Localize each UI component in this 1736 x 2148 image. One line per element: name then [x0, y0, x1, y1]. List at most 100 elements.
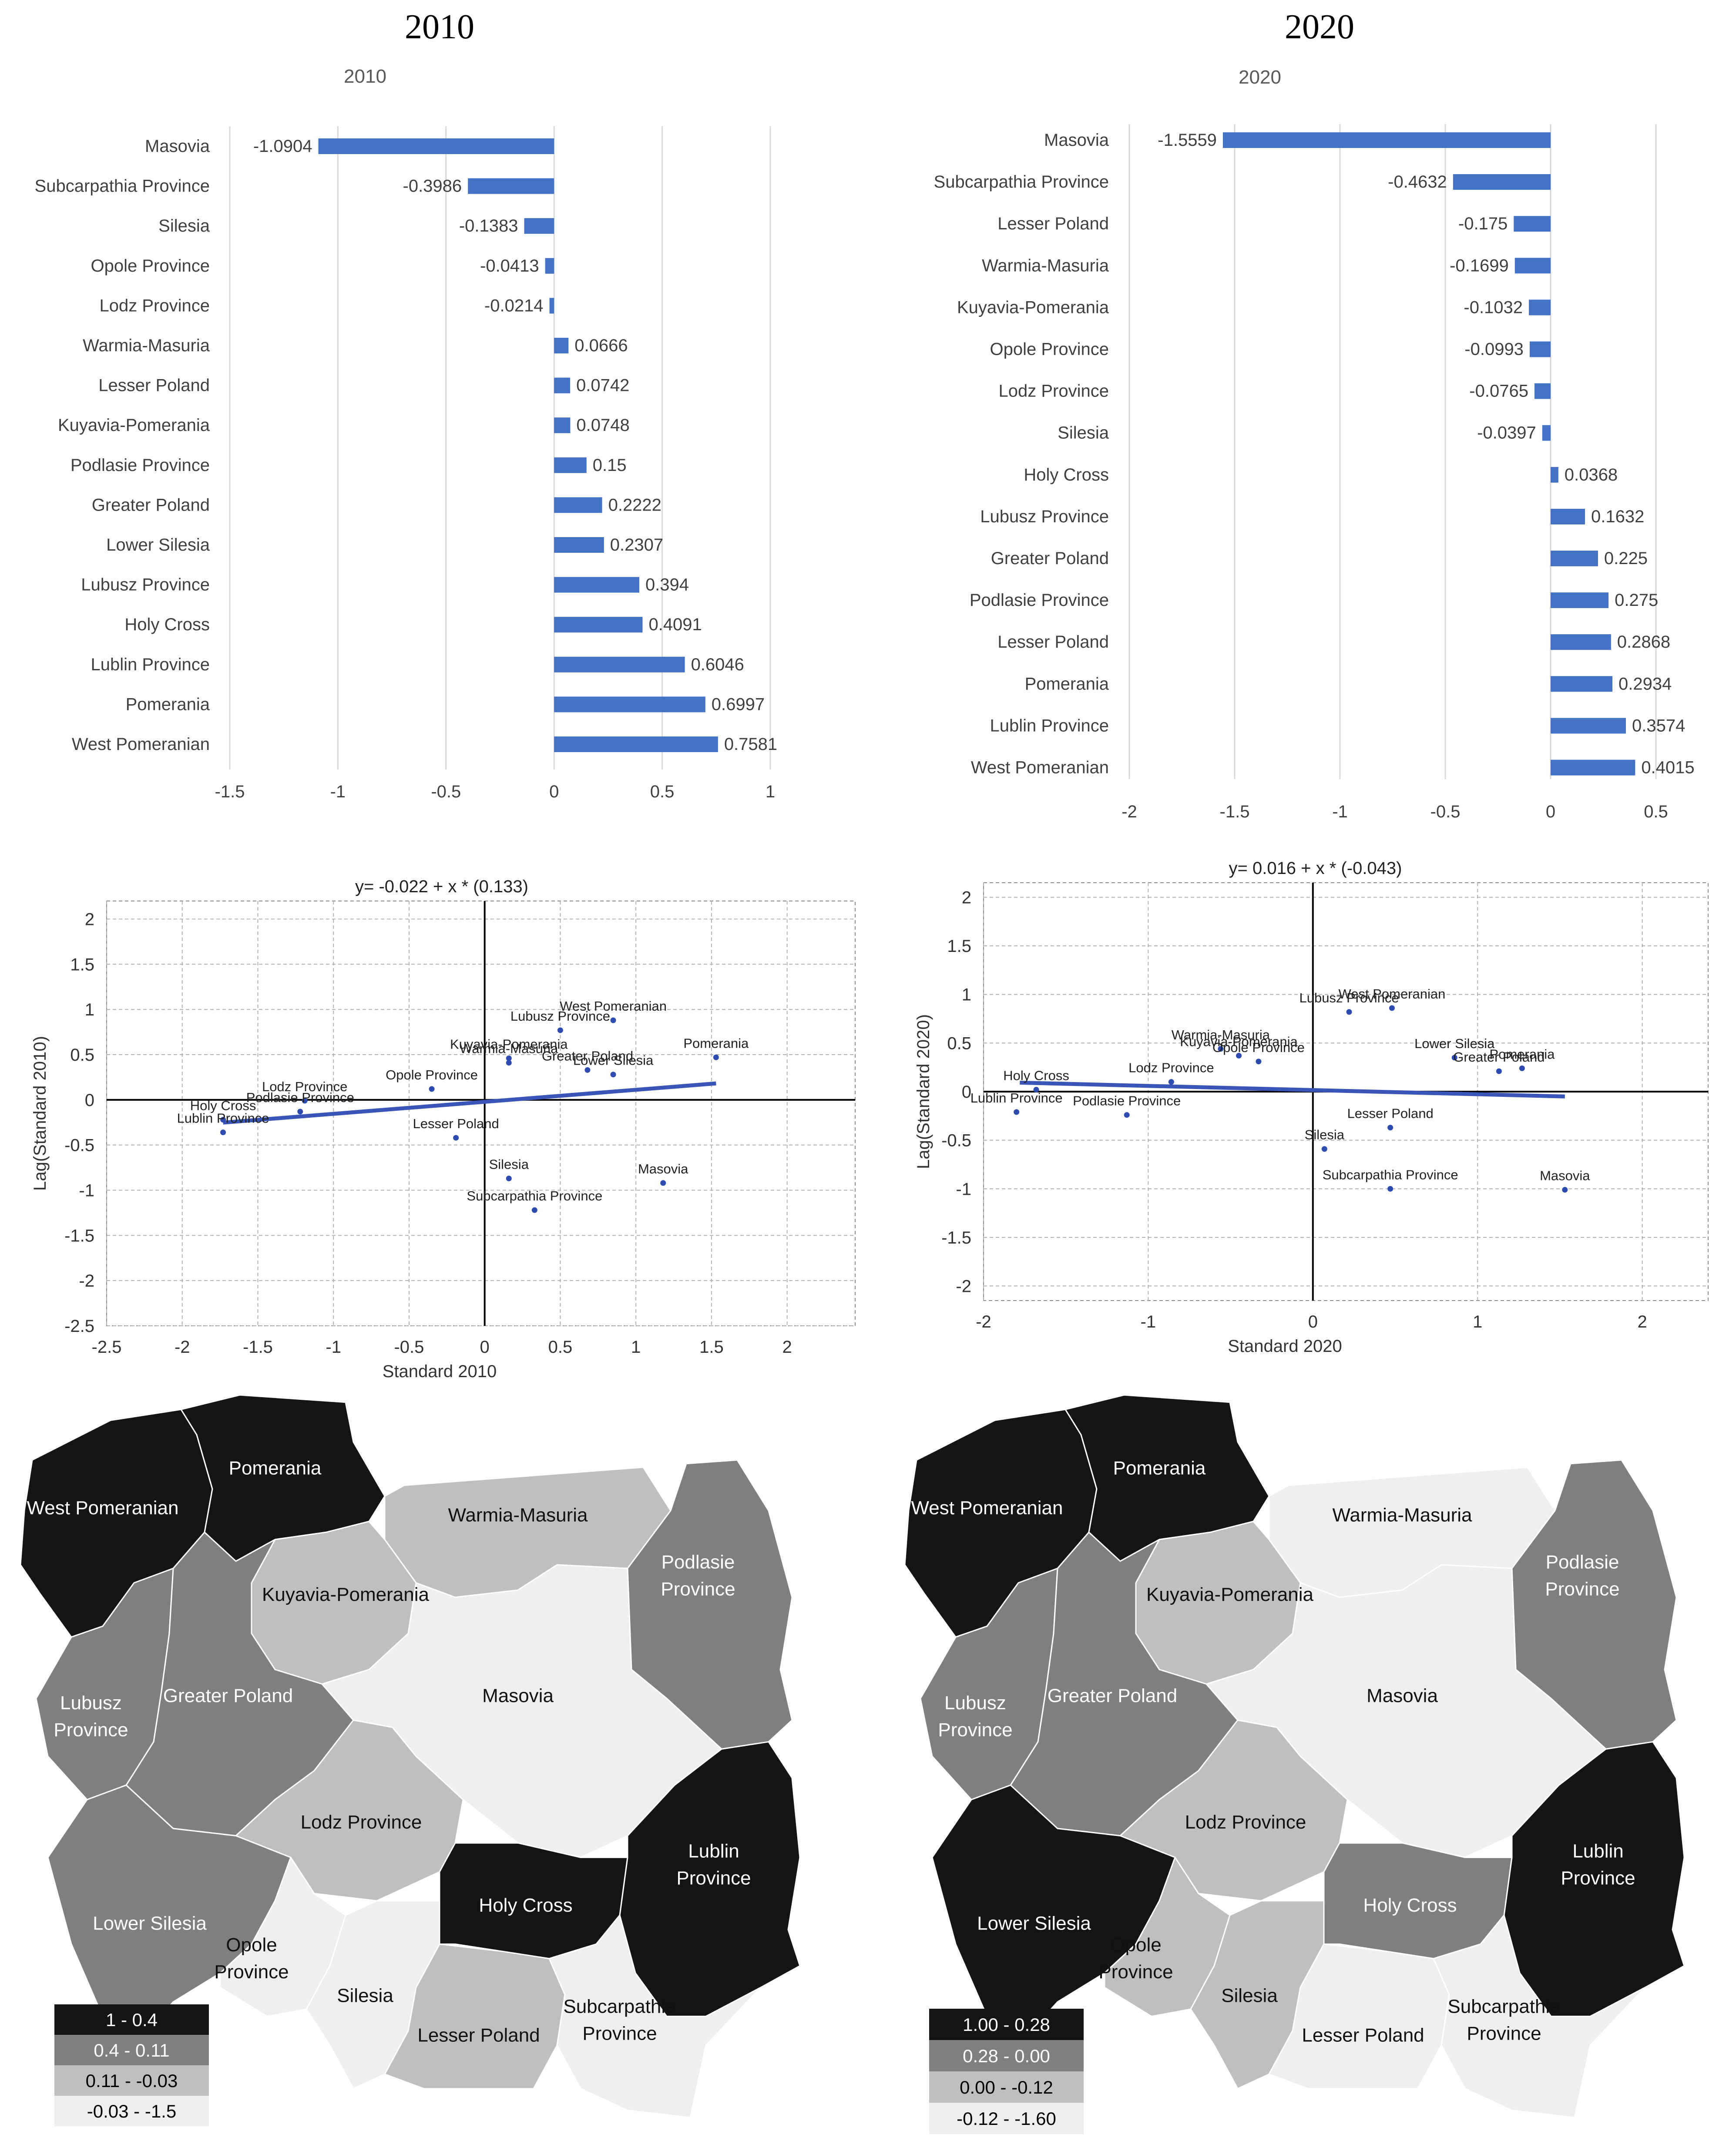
point-label: Warmia-Masuria [460, 1041, 558, 1056]
data-label: -0.3986 [403, 177, 462, 196]
data-point [429, 1086, 435, 1092]
x-tick-label: 0 [1308, 1312, 1318, 1331]
bar [1551, 467, 1558, 483]
region-label: Subcarpathia [1447, 1996, 1561, 2017]
category-label: Lubusz Province [980, 507, 1109, 526]
data-point [506, 1176, 512, 1182]
data-point [1451, 1055, 1457, 1061]
bar [1534, 383, 1551, 399]
data-label: 0.2307 [610, 535, 663, 555]
category-label: Greater Poland [92, 495, 210, 514]
region-opole [1105, 1857, 1230, 2016]
x-tick-label: -2 [175, 1338, 190, 1357]
legend-swatch [929, 2040, 1084, 2071]
map-2010: West Pomeranian Pomerania Warmia-Masuria Po… [20, 1395, 800, 2126]
bar [468, 178, 554, 194]
category-label: West Pomeranian [72, 735, 210, 754]
legend-swatch [929, 2103, 1084, 2134]
region-label: Lubusz [944, 1692, 1006, 1714]
region-label: Kuyavia-Pomerania [1146, 1584, 1313, 1605]
point-label: Warmia-Masuria [1172, 1027, 1270, 1042]
category-label: Subcarpathia Province [934, 172, 1109, 192]
point-label: Podlasie Province [246, 1090, 354, 1105]
x-axis-title: Standard 2020 [1228, 1337, 1342, 1356]
bar [554, 577, 639, 593]
region-masovia [322, 1565, 722, 1857]
bar [554, 417, 571, 434]
point-label: Lubusz Province [510, 1008, 610, 1024]
region-label: Lubusz [60, 1692, 122, 1714]
category-label: West Pomeranian [971, 758, 1109, 777]
map-regions [905, 1395, 1684, 2118]
data-point [1387, 1125, 1394, 1131]
category-label: Silesia [158, 216, 210, 235]
data-label: 0.7581 [724, 735, 777, 754]
region-label: Holy Cross [479, 1895, 572, 1916]
bar [554, 457, 587, 473]
category-label: Warmia-Masuria [83, 336, 210, 355]
x-tick-label: 1.5 [699, 1338, 724, 1357]
data-label: 0.15 [593, 456, 627, 475]
point-label: Lubusz Province [1299, 990, 1399, 1005]
category-label: Masovia [145, 137, 210, 156]
y-tick-label: 0 [85, 1091, 94, 1110]
region-label: Province [938, 1719, 1012, 1741]
bar [554, 377, 571, 393]
x-tick-label: 2 [1638, 1312, 1647, 1331]
bar [318, 138, 554, 154]
region-label: Warmia-Masuria [448, 1505, 588, 1526]
data-point [1033, 1087, 1039, 1093]
bar [1529, 341, 1551, 357]
region-label: Lublin [1572, 1840, 1623, 1862]
y-tick-label: 1 [962, 985, 971, 1005]
x-tick-label: -1.5 [243, 1338, 273, 1357]
data-point [302, 1098, 308, 1104]
point-label: West Pomeranian [560, 998, 667, 1014]
region-label: Lower Silesia [977, 1913, 1091, 1934]
region-label: Greater Poland [1048, 1685, 1177, 1707]
point-label: Lower Silesia [573, 1053, 654, 1068]
data-label: 0.0666 [574, 336, 628, 355]
regression-line [223, 1081, 716, 1125]
bar [554, 736, 718, 752]
bar [554, 338, 569, 353]
data-point [610, 1017, 616, 1023]
map-regions [20, 1395, 800, 2118]
point-label: Masovia [1540, 1168, 1590, 1183]
region-subcarpathia [1434, 1915, 1645, 2118]
x-tick-label: -1 [1332, 802, 1348, 821]
category-label: Holy Cross [1024, 465, 1109, 484]
region-label: Opole [226, 1934, 277, 1956]
data-label: 0.1632 [1591, 507, 1644, 526]
region-label: Silesia [337, 1985, 393, 2006]
category-label: Kuyavia-Pomerania [58, 416, 210, 435]
y-tick-label: 1 [85, 1000, 94, 1019]
data-point [1519, 1065, 1525, 1071]
data-label: 0.6046 [691, 655, 744, 674]
data-label: 0.394 [645, 575, 689, 595]
category-label: Opole Province [91, 256, 210, 276]
point-label: Lodz Province [1128, 1060, 1214, 1076]
category-label: Podlasie Province [71, 456, 210, 475]
y-tick-label: 1.5 [947, 937, 971, 956]
data-label: -0.1699 [1450, 256, 1509, 275]
bar [1453, 174, 1551, 190]
bar [1551, 634, 1611, 650]
region-label: Province [676, 1867, 751, 1889]
x-tick-label: 0.5 [650, 782, 675, 801]
bar [1514, 258, 1551, 274]
scatter-plot-2010: -2.5 -2 -1.5 -1 -0.5 0 0.5 1 1.5 2 2 1.5 1 0.5 0 -0.5 -1… [30, 877, 856, 1381]
bar [554, 497, 602, 513]
category-label: Pomerania [1025, 674, 1109, 693]
category-label: Lodz Province [999, 382, 1109, 401]
x-tick-label: 0.5 [548, 1338, 573, 1357]
category-label: Lesser Poland [997, 214, 1109, 233]
category-label: Lodz Province [100, 296, 210, 315]
data-label: -0.4632 [1388, 172, 1447, 192]
bar [554, 537, 604, 553]
region-label: West Pomeranian [911, 1497, 1063, 1519]
data-label: -0.0993 [1464, 340, 1524, 359]
data-label: -0.1383 [459, 216, 518, 235]
region-label: Lesser Poland [1302, 2025, 1424, 2046]
legend-swatch [929, 2009, 1084, 2040]
